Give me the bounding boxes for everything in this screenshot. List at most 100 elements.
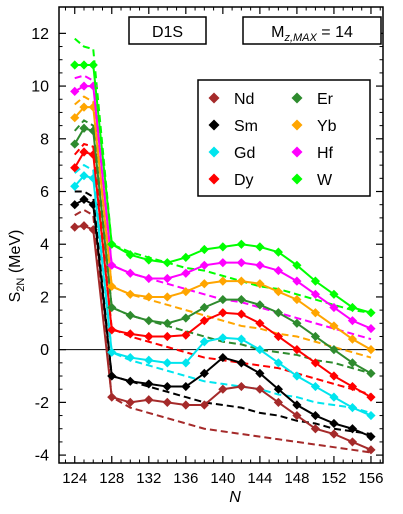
legend-item-yb: Yb [291, 118, 337, 135]
data-point-gd [125, 352, 135, 363]
y-axis-label-main: S [7, 292, 24, 303]
data-point-dy [144, 331, 154, 342]
data-point-dy [255, 318, 265, 328]
series-w [70, 60, 376, 318]
data-point-yb [181, 287, 191, 297]
data-point-yb [236, 276, 246, 286]
data-point-er [236, 294, 246, 305]
data-point-dy [107, 325, 117, 335]
data-point-nd [107, 392, 117, 402]
legend-marker-er [291, 92, 303, 104]
data-point-gd [292, 371, 302, 381]
data-point-dy [79, 147, 89, 157]
data-point-yb [310, 308, 321, 318]
data-point-er [218, 294, 228, 305]
data-point-gd [79, 171, 89, 181]
data-point-gd [162, 358, 172, 368]
data-point-er [255, 300, 265, 310]
x-tick-label: 148 [284, 470, 309, 487]
data-point-yb [218, 276, 228, 286]
series-nd [70, 221, 376, 455]
data-point-yb [329, 321, 339, 331]
data-point-dy [181, 330, 191, 340]
data-point-er [70, 139, 80, 149]
data-point-nd [125, 397, 135, 407]
legend-marker-nd [208, 92, 220, 104]
x-tick-label: 124 [62, 470, 87, 487]
legend: Nd Sm Gd Dy Er Yb Hf W [197, 79, 371, 197]
data-point-hf [181, 268, 191, 278]
dashed-line-gd [74, 163, 372, 414]
legend-item-hf: Hf [291, 145, 334, 162]
data-point-w [162, 258, 172, 268]
data-point-dy [347, 381, 358, 392]
data-point-w [107, 239, 117, 249]
data-point-dy [292, 345, 302, 355]
y-tick-label: 0 [40, 342, 49, 359]
legend-label-er: Er [317, 91, 334, 108]
data-point-dy [236, 309, 246, 319]
data-point-sm [218, 352, 228, 363]
data-point-er [273, 308, 283, 318]
data-point-nd [144, 395, 154, 405]
data-point-yb [107, 281, 117, 291]
legend-label-sm: Sm [234, 118, 258, 135]
data-point-er [162, 318, 172, 328]
data-point-sm [292, 400, 302, 410]
data-point-w [70, 60, 80, 70]
data-point-hf [144, 273, 154, 284]
data-point-w [292, 260, 302, 270]
data-point-hf [310, 289, 321, 299]
data-point-nd [79, 221, 89, 231]
interaction-box-label: D1S [152, 24, 183, 41]
series-er [70, 123, 376, 378]
legend-item-w: W [291, 172, 333, 189]
series-dy [70, 147, 376, 402]
data-point-nd [347, 437, 358, 447]
y-tick-label: 10 [31, 79, 49, 96]
data-point-sm [181, 381, 191, 392]
data-point-w [329, 289, 339, 299]
series-line-dy [73, 150, 372, 398]
data-point-sm [329, 418, 339, 429]
data-point-nd [199, 400, 209, 410]
data-point-nd [162, 397, 172, 407]
data-point-gd [181, 358, 191, 368]
legend-label-nd: Nd [234, 91, 254, 108]
data-point-yb [255, 279, 265, 289]
data-point-yb [144, 292, 154, 302]
x-tick-label: 156 [358, 470, 383, 487]
data-point-yb [292, 294, 302, 305]
data-point-dy [125, 329, 135, 339]
x-tick-label: 144 [247, 470, 272, 487]
y-tick-label: -4 [35, 448, 49, 465]
data-point-gd [255, 345, 265, 355]
data-point-er [181, 313, 191, 323]
y-axis-label-unit: (MeV) [7, 230, 24, 278]
data-point-nd [273, 397, 283, 407]
data-point-gd [366, 410, 376, 421]
data-point-sm [236, 358, 246, 368]
data-point-sm [144, 379, 154, 389]
data-point-nd [70, 222, 80, 232]
tick-labels: 124 128 132 136 140 144 148 152 156 -4 -2 0 2 4 6 8 10 12 [31, 26, 383, 487]
data-point-sm [125, 376, 135, 386]
data-point-w [366, 308, 376, 318]
data-point-hf [347, 316, 358, 326]
legend-label-gd: Gd [234, 145, 255, 162]
data-point-yb [79, 102, 89, 112]
mz-box-label-prefix: M [271, 24, 284, 41]
data-point-gd [107, 347, 117, 357]
x-axis-label: N [229, 489, 241, 506]
x-tick-label: 132 [136, 470, 161, 487]
data-point-er [366, 368, 376, 378]
data-point-nd [218, 384, 228, 394]
legend-marker-w [291, 173, 303, 185]
data-point-dy [162, 331, 172, 342]
data-point-gd [70, 181, 80, 191]
data-point-yb [366, 345, 376, 355]
y-tick-label: 2 [40, 289, 49, 306]
legend-item-sm: Sm [208, 118, 258, 135]
axes [58, 6, 384, 464]
